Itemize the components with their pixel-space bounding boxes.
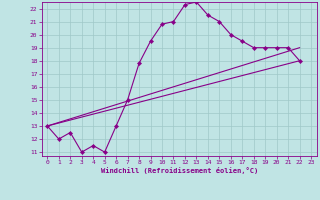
- X-axis label: Windchill (Refroidissement éolien,°C): Windchill (Refroidissement éolien,°C): [100, 167, 258, 174]
